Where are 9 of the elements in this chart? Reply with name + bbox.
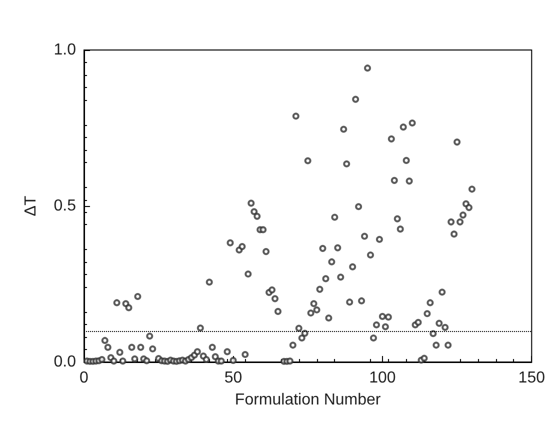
y-axis-title: ΔT — [22, 196, 40, 216]
x-axis-title: Formulation Number — [234, 392, 382, 408]
x-tick-label: 100 — [369, 370, 396, 386]
y-tick-label: 0.0 — [54, 354, 76, 370]
x-tick-label: 150 — [518, 370, 546, 386]
y-tick-label: 1.0 — [54, 42, 76, 58]
x-tick-label: 50 — [224, 370, 242, 386]
x-tick-label: 0 — [80, 370, 89, 386]
y-tick-label: 0.5 — [54, 198, 76, 214]
